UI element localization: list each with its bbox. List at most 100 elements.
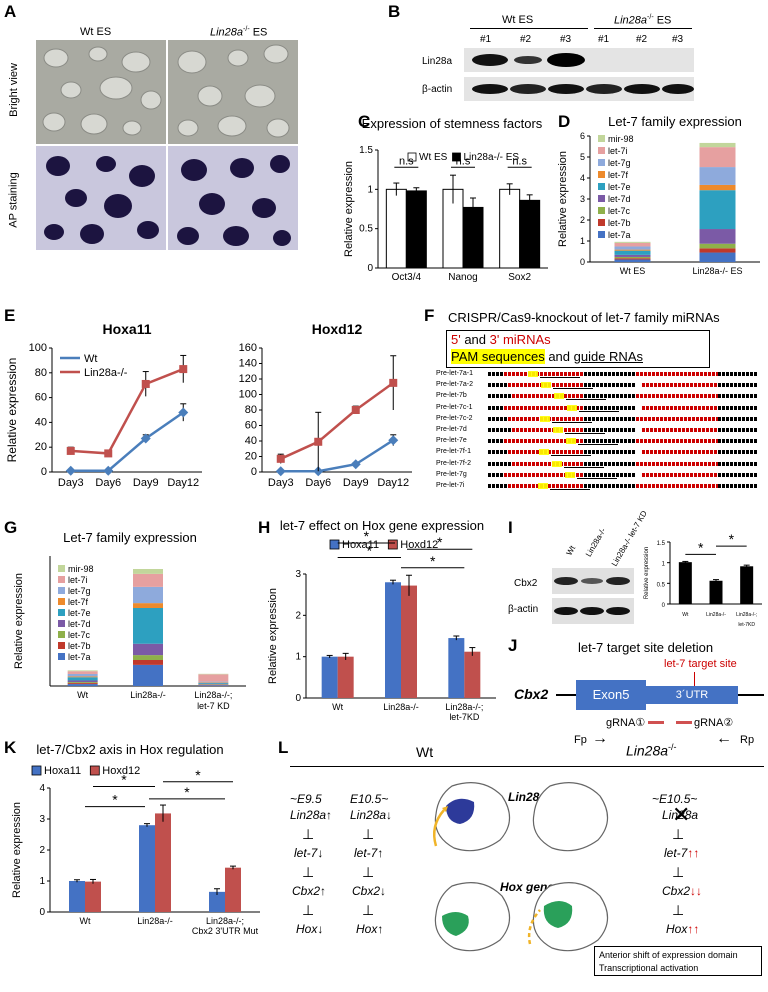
marker-point bbox=[388, 435, 399, 446]
f-sequence-segment bbox=[512, 428, 592, 432]
sig-4-label: * bbox=[195, 767, 201, 783]
stack-let-7i bbox=[133, 573, 163, 587]
f-sequence-segment bbox=[584, 439, 636, 444]
stack-let-7e bbox=[198, 682, 229, 684]
chart-title: Expression of stemness factors bbox=[362, 116, 543, 131]
bar-lin28a----es bbox=[405, 190, 427, 269]
embryo-wt-hox bbox=[434, 882, 511, 952]
f-pam-highlight bbox=[565, 471, 575, 478]
panel-label-l: L bbox=[278, 738, 289, 757]
marker-point bbox=[66, 446, 75, 455]
f-sequence-segment bbox=[636, 484, 718, 488]
stack-let-7c bbox=[614, 256, 651, 259]
category-label: Nanog bbox=[448, 272, 477, 283]
l-col1-t2: ⊥ bbox=[302, 864, 315, 880]
f-sequence-segment bbox=[512, 394, 592, 399]
f-sequence-segment bbox=[642, 428, 724, 432]
legend-swatch bbox=[58, 620, 65, 627]
stack-let-7g bbox=[614, 246, 651, 250]
l-col3-item-3: Hox↑↑ bbox=[666, 922, 699, 936]
l-col2-t2: ⊥ bbox=[362, 864, 375, 880]
chart-d: Let-7 family expression 0 1 2 3 4 5 6 Relative e… bbox=[557, 114, 760, 276]
y-tick-label: 120 bbox=[239, 373, 257, 385]
l-col3-hox: Hox bbox=[666, 922, 688, 936]
f-sequence-segment bbox=[504, 439, 584, 444]
stack-let-7i bbox=[614, 242, 651, 247]
y-tick-label: 60 bbox=[245, 420, 257, 432]
f-sequence-segment bbox=[636, 372, 718, 376]
stack-let-7c bbox=[699, 243, 736, 249]
legend-swatch bbox=[598, 219, 605, 226]
stack-mir-98 bbox=[699, 142, 736, 148]
y-tick-label: 0 bbox=[580, 257, 585, 267]
l-col3-gene: Lin28a bbox=[662, 808, 699, 822]
y-tick-label: 4 bbox=[39, 783, 45, 794]
a-row2-label: AP staining bbox=[7, 172, 20, 228]
f-pam-highlight bbox=[553, 427, 563, 433]
f-sequence-segment bbox=[508, 484, 588, 488]
b-lane-2: #2 bbox=[520, 34, 532, 45]
legend-label: mir-98 bbox=[608, 134, 634, 144]
brightfield-ko-svg bbox=[168, 40, 298, 144]
j-fp-arrow: → bbox=[592, 730, 608, 747]
y-axis-label: Relative expression bbox=[343, 161, 355, 257]
f-pam-highlight bbox=[554, 393, 564, 400]
stack-mir-98 bbox=[614, 241, 651, 243]
legend-swatch bbox=[387, 539, 398, 550]
y-tick-label: 0 bbox=[295, 693, 301, 704]
bar-hoxa11 bbox=[69, 881, 85, 912]
stack-let-7g bbox=[198, 681, 229, 683]
l-col3-cbx2-mark: ↓↓ bbox=[690, 884, 703, 898]
legend-label: let-7e bbox=[68, 608, 91, 618]
y-tick-label: 2 bbox=[39, 845, 45, 856]
y-tick-label: 20 bbox=[245, 451, 257, 463]
chart-title: let-7/Cbx2 axis in Hox regulation bbox=[36, 742, 223, 757]
legend-swatch bbox=[598, 159, 605, 166]
legend-label: let-7c bbox=[608, 206, 631, 216]
f-row-label: Pre-let-7i bbox=[436, 482, 465, 489]
l-col1-stage: ~E9.5 bbox=[290, 792, 322, 806]
panel-label-d: D bbox=[558, 112, 571, 131]
f-guide-underline bbox=[579, 410, 619, 412]
j-title: let-7 target site deletion bbox=[578, 640, 714, 655]
chart-e-hoxd12: Hoxd12 0 20 40 60 80 100 120 140 160 Day3 Day6 Day9 D… bbox=[239, 321, 412, 489]
f-row-label: Pre-let-7f-1 bbox=[436, 448, 472, 456]
f-row-label: Pre-let-7d bbox=[436, 426, 467, 433]
legend-label: let-7b bbox=[608, 218, 631, 228]
f-sequence-segment bbox=[642, 405, 724, 410]
y-tick-label: 1 bbox=[367, 184, 373, 195]
j-grna1-label: gRNA① bbox=[606, 717, 646, 729]
b-group-wt-line bbox=[470, 28, 588, 29]
ns-label: n.s bbox=[399, 155, 414, 167]
embryo-ko-lin28a bbox=[532, 782, 609, 852]
legend-label: let-7d bbox=[608, 194, 631, 204]
stack-let-7b bbox=[67, 683, 98, 685]
legend-swatch bbox=[598, 171, 605, 178]
f-legend-box: 5' and 3' miRNAs PAM sequences and guide… bbox=[446, 330, 710, 368]
panel-label-g: G bbox=[4, 518, 18, 537]
f-sequence-segment bbox=[584, 484, 636, 488]
legend-label: let-7e bbox=[608, 182, 631, 192]
y-tick-label: 2 bbox=[580, 215, 585, 225]
i-band-actin-1 bbox=[554, 607, 578, 615]
y-tick-label: 40 bbox=[245, 435, 257, 447]
f-row-label: Pre-let-7c-2 bbox=[436, 414, 473, 422]
y-tick-label: 80 bbox=[245, 404, 257, 416]
category-label: Day6 bbox=[95, 477, 121, 489]
stack-mir-98 bbox=[133, 569, 163, 574]
bar-hoxd12 bbox=[464, 651, 481, 698]
legend-label: let-7i bbox=[68, 575, 88, 585]
marker-point bbox=[141, 379, 150, 388]
stack-let-7c bbox=[67, 682, 98, 684]
b-band-lin28a-1 bbox=[472, 54, 508, 66]
brightfield-ko-image bbox=[168, 40, 298, 144]
stack-let-7i bbox=[699, 147, 736, 168]
l-col3-t2: ⊥ bbox=[672, 864, 685, 880]
y-axis-label: Relative expression bbox=[5, 358, 19, 463]
marker-point bbox=[275, 466, 286, 477]
ap-staining-ko-image bbox=[168, 146, 298, 250]
legend-label: Wt ES bbox=[419, 152, 448, 163]
f-legend-and2: and bbox=[544, 349, 574, 364]
ap-ko-svg bbox=[168, 146, 298, 250]
f-sequence-segment bbox=[584, 405, 636, 410]
